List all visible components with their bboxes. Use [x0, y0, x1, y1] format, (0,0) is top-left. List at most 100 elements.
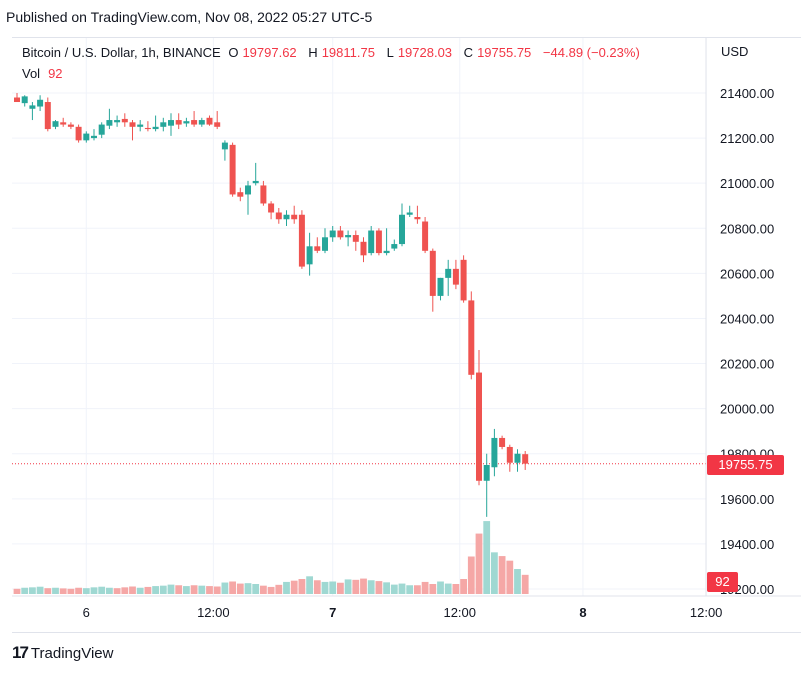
volume-bar [414, 585, 421, 594]
candle-body[interactable] [406, 212, 413, 215]
candle-body[interactable] [29, 105, 36, 109]
volume-bar [460, 579, 467, 594]
candle-body[interactable] [383, 250, 390, 254]
candle-body[interactable] [445, 268, 452, 278]
candle-body[interactable] [345, 235, 352, 238]
candle-body[interactable] [106, 120, 113, 126]
candle-body[interactable] [337, 230, 344, 238]
candle-body[interactable] [306, 246, 313, 265]
candle-body[interactable] [144, 127, 151, 130]
candle-body[interactable] [168, 120, 174, 126]
candle-body[interactable] [114, 120, 121, 123]
volume-bar [167, 584, 175, 594]
volume-bar [298, 579, 306, 594]
candle-body[interactable] [499, 437, 506, 447]
candle-body[interactable] [452, 268, 459, 285]
candle-body[interactable] [483, 465, 490, 481]
candle-body[interactable] [260, 185, 267, 204]
candle-body[interactable] [399, 214, 405, 245]
candle-body[interactable] [252, 180, 259, 184]
candle-body[interactable] [221, 142, 228, 150]
candle-body[interactable] [476, 372, 482, 481]
volume-bar [514, 569, 521, 594]
symbol-label[interactable]: Bitcoin / U.S. Dollar, 1h, BINANCE [22, 45, 221, 60]
volume-bar [67, 588, 75, 594]
candle-body[interactable] [91, 135, 97, 139]
candle-body[interactable] [67, 124, 74, 127]
volume-bar [221, 582, 229, 594]
candle-body[interactable] [206, 117, 213, 125]
candle-body[interactable] [237, 192, 244, 197]
candle-body[interactable] [183, 121, 190, 124]
candle-body[interactable] [514, 453, 521, 463]
candle-body[interactable] [191, 120, 198, 125]
volume-label[interactable]: Vol [22, 66, 41, 81]
volume-bar [390, 584, 398, 594]
candle-body[interactable] [468, 300, 475, 375]
candle-body[interactable] [291, 214, 298, 220]
candle-body[interactable] [314, 246, 321, 251]
volume-bar [59, 588, 67, 594]
candle-body[interactable] [375, 230, 382, 254]
candle-body[interactable] [21, 96, 28, 104]
candle-body[interactable] [437, 277, 444, 296]
x-tick-label: 8 [579, 605, 586, 620]
candle-body[interactable] [83, 133, 90, 141]
volume-bar [13, 588, 21, 594]
candle-body[interactable] [329, 230, 336, 238]
candle-body[interactable] [368, 230, 375, 254]
candle-body[interactable] [460, 259, 467, 301]
volume-bar [129, 586, 136, 594]
high-label: H [308, 45, 318, 60]
volume-bar [113, 588, 121, 594]
candle-body[interactable] [422, 221, 429, 251]
candle-body[interactable] [175, 120, 182, 125]
candle-body[interactable] [129, 122, 136, 127]
candle-body[interactable] [268, 203, 275, 213]
candle-body[interactable] [414, 217, 421, 220]
volume-bar [190, 585, 198, 594]
candle-body[interactable] [121, 118, 128, 123]
footer-brand[interactable]: 17 TradingView [12, 643, 113, 663]
candle-body[interactable] [214, 122, 221, 127]
candle-body[interactable] [75, 126, 82, 141]
currency-label[interactable]: USD [721, 44, 749, 59]
low-label: L [386, 45, 394, 60]
candle-body[interactable] [229, 144, 236, 195]
candle-body[interactable] [275, 212, 282, 220]
candle-body[interactable] [98, 124, 105, 135]
candle-body[interactable] [429, 250, 436, 296]
volume-bar [491, 552, 498, 594]
candle-body[interactable] [137, 124, 144, 127]
candle-body[interactable] [491, 437, 498, 468]
volume-bar [267, 586, 275, 594]
y-tick-label: 19400.00 [720, 537, 774, 552]
candle-body[interactable] [506, 446, 513, 463]
candle-body[interactable] [298, 214, 305, 267]
candle-body[interactable] [245, 185, 251, 195]
candle-body[interactable] [198, 120, 205, 125]
volume-bar [375, 581, 383, 594]
candle-body[interactable] [52, 121, 59, 127]
candle-body[interactable] [322, 237, 328, 251]
candle-body[interactable] [391, 244, 398, 249]
volume-bar [44, 588, 52, 594]
candle-body[interactable] [522, 454, 529, 464]
volume-bar [521, 574, 529, 594]
y-tick-label: 21000.00 [720, 176, 774, 191]
chart-frame[interactable] [12, 37, 801, 633]
change-value: −44.89 (−0.23%) [542, 45, 640, 60]
candle-body[interactable] [160, 122, 167, 127]
candle-body[interactable] [352, 235, 359, 242]
candle-body[interactable] [152, 126, 159, 130]
volume-bar [321, 581, 329, 594]
candle-body[interactable] [14, 97, 20, 103]
candle-body[interactable] [37, 99, 44, 107]
candle-body[interactable] [60, 122, 67, 125]
close-value: 19755.75 [477, 45, 532, 60]
candle-body[interactable] [44, 102, 51, 130]
volume-bar [421, 581, 429, 594]
candle-body[interactable] [283, 214, 290, 220]
candle-body[interactable] [360, 241, 367, 256]
